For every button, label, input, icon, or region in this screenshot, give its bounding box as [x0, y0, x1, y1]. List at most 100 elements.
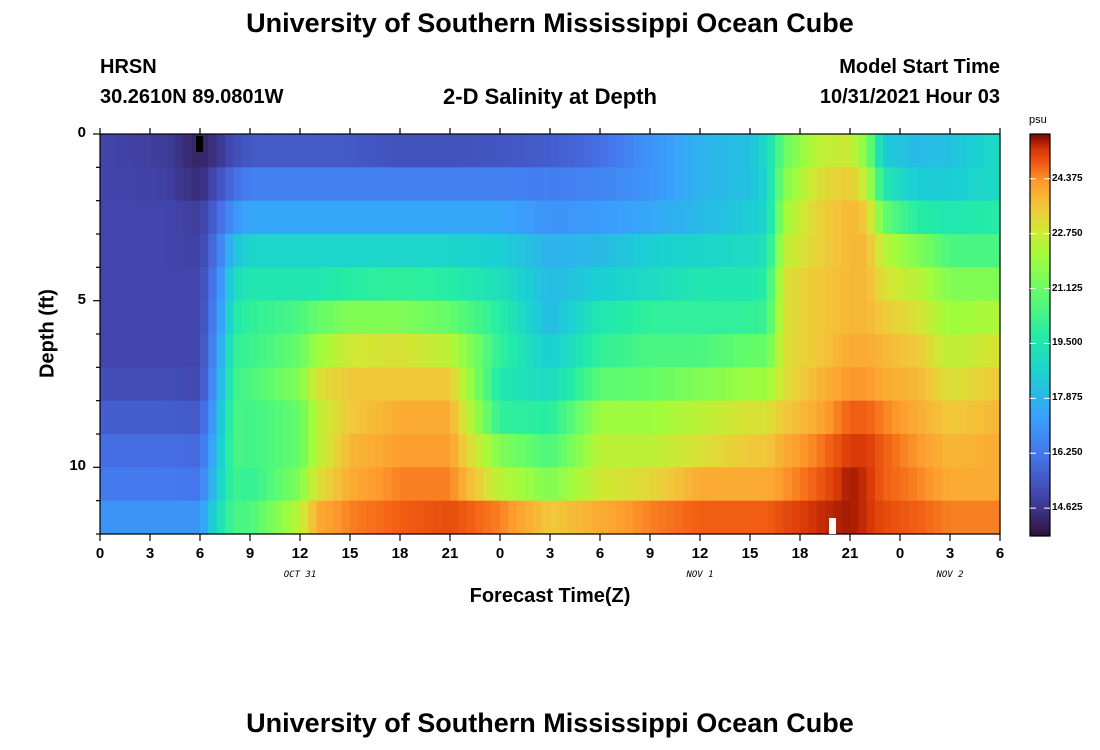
heatmap-cell — [541, 167, 551, 202]
heatmap-cell — [841, 434, 851, 468]
heatmap-cell — [916, 234, 926, 268]
heatmap-cell — [316, 434, 326, 468]
heatmap-cell — [308, 234, 318, 268]
heatmap-cell — [650, 334, 659, 368]
heatmap-cell — [983, 167, 993, 202]
heatmap-cell — [558, 234, 568, 268]
heatmap-cell — [816, 134, 826, 168]
heatmap-cell — [391, 134, 401, 168]
heatmap-cell — [300, 267, 309, 302]
heatmap-cell — [933, 300, 943, 335]
heatmap-cell — [858, 134, 868, 168]
heatmap-cell — [675, 500, 684, 535]
heatmap-cell — [200, 467, 209, 502]
heatmap-cell — [933, 167, 943, 202]
heatmap-cell — [408, 300, 418, 335]
heatmap-cell — [133, 234, 143, 268]
heatmap-cell — [816, 400, 826, 435]
heatmap-cell — [850, 367, 859, 402]
heatmap-cell — [300, 434, 309, 468]
heatmap-cell — [766, 367, 776, 402]
heatmap-cell — [608, 367, 618, 402]
heatmap-cell — [483, 167, 493, 202]
heatmap-cell — [366, 500, 376, 535]
heatmap-cell — [741, 367, 751, 402]
heatmap-cell — [800, 434, 809, 468]
heatmap-cell — [225, 434, 234, 468]
heatmap-cell — [841, 400, 851, 435]
x-tick-label: 6 — [595, 545, 605, 562]
heatmap-cell — [433, 234, 443, 268]
heatmap-cell — [266, 500, 276, 535]
heatmap-cell — [533, 300, 543, 335]
heatmap-cell — [741, 134, 751, 168]
heatmap-cell — [633, 434, 643, 468]
heatmap-cell — [441, 300, 451, 335]
heatmap-cell — [425, 500, 434, 535]
heatmap-cell — [991, 367, 1001, 402]
heatmap-cell — [800, 467, 809, 502]
heatmap-cell — [291, 434, 301, 468]
heatmap-cell — [550, 134, 559, 168]
heatmap-cell — [766, 167, 776, 202]
heatmap-cell — [975, 500, 984, 535]
heatmap-cell — [925, 434, 934, 468]
heatmap-cell — [850, 300, 859, 335]
heatmap-cell — [300, 500, 309, 535]
heatmap-cell — [883, 400, 893, 435]
heatmap-cell — [691, 134, 701, 168]
heatmap-cell — [983, 134, 993, 168]
heatmap-cell — [166, 300, 176, 335]
heatmap-cell — [258, 434, 268, 468]
heatmap-cell — [241, 467, 251, 502]
heatmap-cell — [116, 267, 126, 302]
heatmap-cell — [233, 167, 243, 202]
heatmap-cell — [383, 200, 393, 235]
heatmap-cell — [450, 434, 459, 468]
heatmap-cell — [633, 500, 643, 535]
heatmap-cell — [650, 434, 659, 468]
heatmap-cell — [575, 267, 584, 302]
heatmap-cell — [375, 367, 384, 402]
heatmap-cell — [375, 334, 384, 368]
heatmap-cell — [758, 500, 768, 535]
heatmap-cell — [391, 367, 401, 402]
heatmap-cell — [375, 400, 384, 435]
heatmap-cell — [250, 334, 259, 368]
heatmap-cell — [358, 467, 368, 502]
heatmap-cell — [683, 467, 693, 502]
heatmap-cell — [516, 500, 526, 535]
heatmap-cell — [408, 334, 418, 368]
heatmap-cell — [450, 267, 459, 302]
heatmap-cell — [350, 200, 359, 235]
heatmap-cell — [216, 334, 226, 368]
heatmap-cell — [933, 234, 943, 268]
heatmap-cell — [116, 334, 126, 368]
heatmap-cell — [216, 467, 226, 502]
heatmap-cell — [250, 434, 259, 468]
heatmap-cell — [158, 234, 168, 268]
heatmap-cell — [850, 334, 859, 368]
heatmap-cell — [116, 500, 126, 535]
heatmap-cell — [741, 500, 751, 535]
heatmap-cell — [383, 400, 393, 435]
heatmap-cell — [516, 234, 526, 268]
heatmap-cell — [566, 234, 576, 268]
heatmap-cell — [266, 200, 276, 235]
heatmap-cell — [750, 467, 759, 502]
heatmap-cell — [891, 467, 901, 502]
heatmap-cell — [141, 167, 151, 202]
heatmap-cell — [175, 134, 184, 168]
heatmap-cell — [341, 234, 351, 268]
heatmap-cell — [925, 500, 934, 535]
dark-marker — [196, 136, 203, 152]
heatmap-cell — [633, 300, 643, 335]
heatmap-cell — [258, 200, 268, 235]
heatmap-cell — [800, 167, 809, 202]
heatmap-cell — [416, 300, 426, 335]
heatmap-cell — [541, 234, 551, 268]
heatmap-cell — [400, 467, 409, 502]
heatmap-cell — [366, 400, 376, 435]
heatmap-cell — [158, 167, 168, 202]
heatmap-cell — [508, 200, 518, 235]
